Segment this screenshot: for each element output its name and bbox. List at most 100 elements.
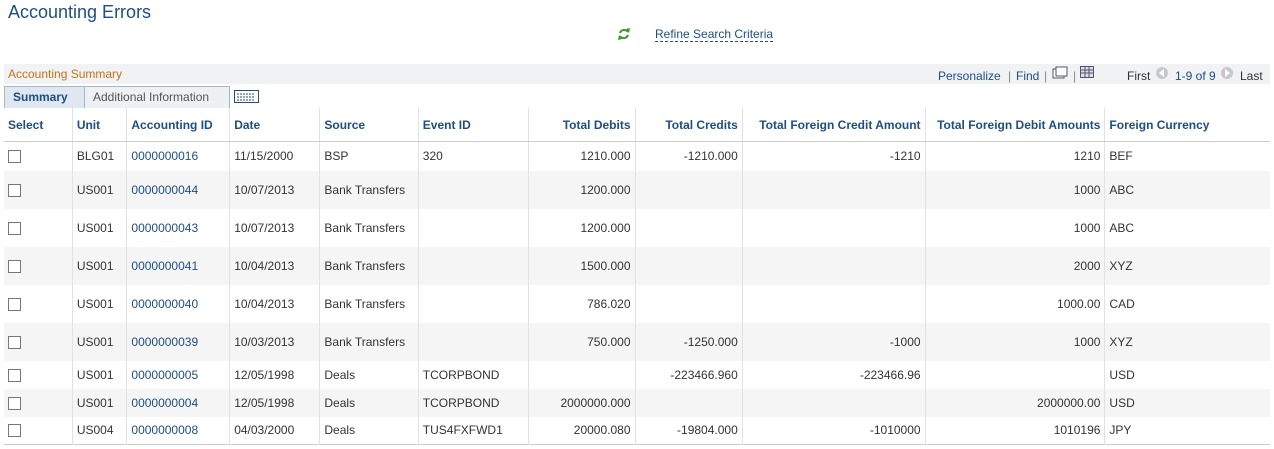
select-cell: [4, 209, 72, 247]
cell: US001: [71, 246, 127, 285]
refresh-icon[interactable]: [617, 27, 631, 41]
cell: -19804.000: [634, 416, 743, 445]
accounting-id-link[interactable]: 0000000005: [131, 367, 199, 382]
cell: Deals: [319, 416, 419, 445]
cell: [634, 246, 743, 285]
cell: [741, 388, 926, 417]
checkbox[interactable]: [8, 424, 21, 438]
cell: [417, 208, 529, 247]
cell: US001: [71, 208, 127, 247]
summary-table: Select Unit Accounting ID Date Source Event I…: [4, 108, 1270, 445]
cell: -1010000: [741, 416, 926, 445]
cell: 10/07/2013: [229, 170, 320, 209]
column-header: Source: [319, 108, 419, 142]
column-header: Event ID: [417, 108, 529, 142]
personalize-link[interactable]: Personalize: [938, 69, 1001, 83]
cell: JPY: [1104, 416, 1270, 445]
cell: Bank Transfers: [319, 246, 419, 285]
cell: -223466.96: [741, 360, 926, 389]
column-header: Accounting ID: [126, 108, 230, 142]
cell: 10/04/2013: [229, 284, 320, 323]
cell: 1210: [924, 141, 1105, 171]
column-header: Select: [4, 108, 73, 142]
next-button[interactable]: [1220, 66, 1234, 80]
cell: -1210: [741, 141, 926, 171]
separator: |: [1044, 69, 1048, 83]
cell: [634, 170, 743, 209]
cell: BEF: [1104, 141, 1270, 171]
find-link[interactable]: Find: [1016, 69, 1040, 83]
cell: US001: [71, 388, 127, 417]
cell: Bank Transfers: [319, 208, 419, 247]
accounting-id-link[interactable]: 0000000040: [131, 296, 199, 311]
checkbox[interactable]: [8, 259, 21, 273]
cell: [634, 284, 743, 323]
cell: [417, 170, 529, 209]
accounting-id-link[interactable]: 0000000016: [131, 149, 199, 164]
select-cell: [4, 285, 72, 323]
column-header: Foreign Currency: [1104, 108, 1270, 142]
cell: [417, 322, 529, 361]
cell: 2000000.00: [924, 388, 1105, 417]
checkbox[interactable]: [8, 396, 21, 410]
cell: 10/07/2013: [229, 208, 320, 247]
accounting-id-link[interactable]: 0000000041: [131, 258, 199, 273]
refine-link[interactable]: Refine Search Criteria: [655, 27, 774, 42]
prev-button[interactable]: [1155, 66, 1169, 80]
table-row: US001 0000000044 10/07/2013 Bank Transfers 1…: [4, 170, 1270, 209]
cell: XYZ: [1104, 246, 1270, 285]
cell: 320: [417, 141, 529, 171]
accounting-id-link[interactable]: 0000000044: [131, 182, 199, 197]
cell: 1210.000: [527, 141, 636, 171]
tab[interactable]: Summary: [4, 86, 85, 108]
show-all-columns-icon[interactable]: [234, 90, 262, 104]
accounting-id-link[interactable]: 0000000004: [131, 395, 199, 410]
cell: TCORPBOND: [417, 360, 529, 389]
cell: ABC: [1104, 208, 1270, 247]
download-icon[interactable]: [1080, 66, 1094, 78]
cell: [527, 360, 636, 389]
cell: [741, 208, 926, 247]
cell: 0000000004: [126, 388, 230, 417]
cell: CAD: [1104, 284, 1270, 323]
separator: |: [1073, 69, 1077, 83]
cell: [634, 388, 743, 417]
view-all-icon[interactable]: [1052, 66, 1068, 80]
cell: BSP: [319, 141, 419, 171]
checkbox[interactable]: [8, 150, 21, 164]
checkbox[interactable]: [8, 183, 21, 197]
checkbox[interactable]: [8, 297, 21, 311]
cell: 1000: [924, 170, 1105, 209]
accounting-id-link[interactable]: 0000000043: [131, 220, 199, 235]
cell: 12/05/1998: [229, 388, 320, 417]
cell: [741, 246, 926, 285]
accounting-id-link[interactable]: 0000000008: [131, 423, 199, 438]
page-range: 1-9 of 9: [1175, 69, 1216, 83]
select-cell: [4, 361, 72, 389]
accounting-id-link[interactable]: 0000000039: [131, 334, 199, 349]
column-header: Unit: [71, 108, 127, 142]
select-cell: [4, 247, 72, 285]
checkbox[interactable]: [8, 221, 21, 235]
select-cell: [4, 389, 72, 417]
cell: US001: [71, 284, 127, 323]
cell: [741, 170, 926, 209]
cell: Bank Transfers: [319, 322, 419, 361]
cell: 10/04/2013: [229, 246, 320, 285]
cell: 2000: [924, 246, 1105, 285]
cell: [417, 284, 529, 323]
cell: -1250.000: [634, 322, 743, 361]
cell: 1000.00: [924, 284, 1105, 323]
grid-header: [4, 64, 1270, 84]
cell: [924, 360, 1105, 389]
table-row: US004 0000000008 04/03/2000 Deals TUS4FXFWD1…: [4, 416, 1270, 445]
checkbox[interactable]: [8, 335, 21, 349]
cell: TUS4FXFWD1: [417, 416, 529, 445]
checkbox[interactable]: [8, 368, 21, 382]
cell: Deals: [319, 360, 419, 389]
cell: US001: [71, 360, 127, 389]
cell: [741, 284, 926, 323]
cell: 0000000040: [126, 284, 230, 323]
tab[interactable]: Additional Information: [84, 86, 230, 108]
